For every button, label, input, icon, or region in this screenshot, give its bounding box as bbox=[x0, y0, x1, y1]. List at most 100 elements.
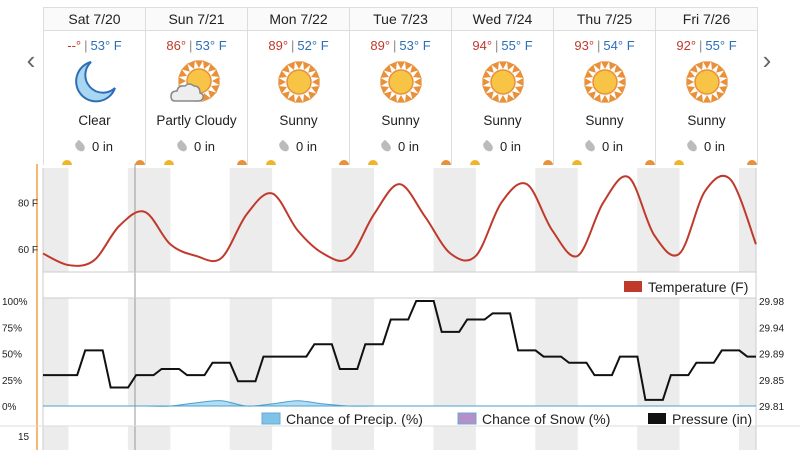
sunset-icon bbox=[441, 160, 451, 165]
daily-forecast-strip: Sat 7/20 --° | 53° F Clear 0 in Sun 7/21 8… bbox=[43, 7, 758, 165]
sunrise-icon bbox=[62, 160, 72, 165]
temp-separator: | bbox=[189, 38, 193, 53]
day-label: Sat 7/20 bbox=[44, 8, 145, 31]
precip-amount: 0 in bbox=[146, 139, 247, 154]
day-card[interactable]: Mon 7/22 89° | 52° F Sunny 0 in bbox=[248, 8, 350, 165]
precip-amount: 0 in bbox=[656, 139, 757, 154]
precip-amount: 0 in bbox=[452, 139, 553, 154]
day-label: Wed 7/24 bbox=[452, 8, 553, 31]
night-band bbox=[637, 426, 680, 450]
sunrise-icon bbox=[470, 160, 480, 165]
day-card[interactable]: Sun 7/21 86° | 53° F Partly Cloudy 0 in bbox=[146, 8, 248, 165]
chevron-right-icon[interactable]: › bbox=[762, 45, 772, 75]
night-band bbox=[331, 426, 375, 450]
temp-separator: | bbox=[291, 38, 295, 53]
low-temp: 55° F bbox=[501, 38, 533, 53]
pressure-y-tick: 29.98 bbox=[759, 297, 784, 308]
precip-amount: 0 in bbox=[350, 139, 451, 154]
night-band bbox=[331, 168, 375, 272]
sun-icon bbox=[656, 53, 757, 111]
night-band bbox=[229, 426, 273, 450]
pressure-legend-label: Pressure (in) bbox=[672, 411, 752, 427]
day-temps: 89° | 53° F bbox=[350, 38, 451, 53]
condition-text: Sunny bbox=[381, 113, 420, 128]
day-temps: 86° | 53° F bbox=[146, 38, 247, 53]
sunset-icon bbox=[543, 160, 553, 165]
precip-value: 0 in bbox=[296, 139, 317, 154]
precip-y-tick: 75% bbox=[2, 323, 22, 334]
day-label: Tue 7/23 bbox=[350, 8, 451, 31]
low-temp: 53° F bbox=[399, 38, 431, 53]
sunset-icon bbox=[747, 160, 757, 165]
condition-text: Sunny bbox=[483, 113, 522, 128]
high-temp: 92° bbox=[676, 38, 697, 53]
day-temps: 92° | 55° F bbox=[656, 38, 757, 53]
precip-value: 0 in bbox=[500, 139, 521, 154]
raindrop-icon bbox=[277, 139, 291, 154]
temperature-legend-label: Temperature (F) bbox=[648, 279, 748, 295]
night-band bbox=[43, 298, 69, 406]
high-temp: 93° bbox=[574, 38, 595, 53]
night-band bbox=[535, 426, 578, 450]
chevron-left-icon[interactable]: ‹ bbox=[26, 45, 36, 75]
night-band bbox=[127, 168, 171, 272]
raindrop-icon bbox=[73, 139, 87, 154]
forecast-charts: 80 F 60 F Temperature (F) 100% 75% 50% 25% 0% 29… bbox=[0, 164, 800, 450]
sunset-icon bbox=[645, 160, 655, 165]
precip-value: 0 in bbox=[398, 139, 419, 154]
high-temp: 89° bbox=[370, 38, 391, 53]
temperature-line bbox=[42, 174, 757, 267]
snow-legend-swatch bbox=[457, 412, 477, 425]
temperature-legend-swatch bbox=[624, 281, 642, 292]
day-label: Mon 7/22 bbox=[248, 8, 349, 31]
pressure-legend-swatch bbox=[648, 413, 666, 424]
sunrise-icon bbox=[164, 160, 174, 165]
day-card[interactable]: Wed 7/24 94° | 55° F Sunny 0 in bbox=[452, 8, 554, 165]
precip-legend-swatch bbox=[261, 412, 281, 425]
night-band bbox=[637, 298, 680, 406]
night-band bbox=[433, 298, 476, 406]
low-temp: 55° F bbox=[705, 38, 737, 53]
day-card[interactable]: Fri 7/26 92° | 55° F Sunny 0 in bbox=[656, 8, 757, 165]
raindrop-icon bbox=[175, 139, 189, 154]
pressure-y-tick: 29.89 bbox=[759, 350, 784, 361]
day-temps: 93° | 54° F bbox=[554, 38, 655, 53]
precip-y-tick: 25% bbox=[2, 376, 22, 387]
sunset-icon bbox=[339, 160, 349, 165]
day-card[interactable]: Sat 7/20 --° | 53° F Clear 0 in bbox=[44, 8, 146, 165]
precip-y-tick: 50% bbox=[2, 350, 22, 361]
raindrop-icon bbox=[379, 139, 393, 154]
precip-value: 0 in bbox=[704, 139, 725, 154]
sunrise-icon bbox=[674, 160, 684, 165]
night-band bbox=[739, 298, 756, 406]
day-card[interactable]: Tue 7/23 89° | 53° F Sunny 0 in bbox=[350, 8, 452, 165]
night-band bbox=[229, 168, 273, 272]
snow-legend-label: Chance of Snow (%) bbox=[482, 411, 610, 427]
day-temps: --° | 53° F bbox=[44, 38, 145, 53]
precip-y-tick: 100% bbox=[2, 297, 28, 308]
precip-value: 0 in bbox=[194, 139, 215, 154]
precip-legend-label: Chance of Precip. (%) bbox=[286, 411, 423, 427]
condition-text: Sunny bbox=[687, 113, 726, 128]
day-label: Thu 7/25 bbox=[554, 8, 655, 31]
precip-value: 0 in bbox=[92, 139, 113, 154]
day-card[interactable]: Thu 7/25 93° | 54° F Sunny 0 in bbox=[554, 8, 656, 165]
sunset-icon bbox=[237, 160, 247, 165]
temp-separator: | bbox=[84, 38, 88, 53]
condition-text: Clear bbox=[78, 113, 111, 128]
day-label: Sun 7/21 bbox=[146, 8, 247, 31]
sun-icon bbox=[554, 53, 655, 111]
raindrop-icon bbox=[481, 139, 495, 154]
temp-separator: | bbox=[495, 38, 499, 53]
temp-separator: | bbox=[597, 38, 601, 53]
precip-area bbox=[42, 400, 756, 407]
high-temp: --° bbox=[67, 38, 82, 53]
sunrise-icon bbox=[266, 160, 276, 165]
night-band bbox=[433, 426, 476, 450]
night-band bbox=[433, 168, 476, 272]
sunrise-icon bbox=[368, 160, 378, 165]
condition-text: Sunny bbox=[279, 113, 318, 128]
temp-y-tick: 60 F bbox=[18, 245, 38, 256]
raindrop-icon bbox=[583, 139, 597, 154]
low-temp: 52° F bbox=[297, 38, 329, 53]
